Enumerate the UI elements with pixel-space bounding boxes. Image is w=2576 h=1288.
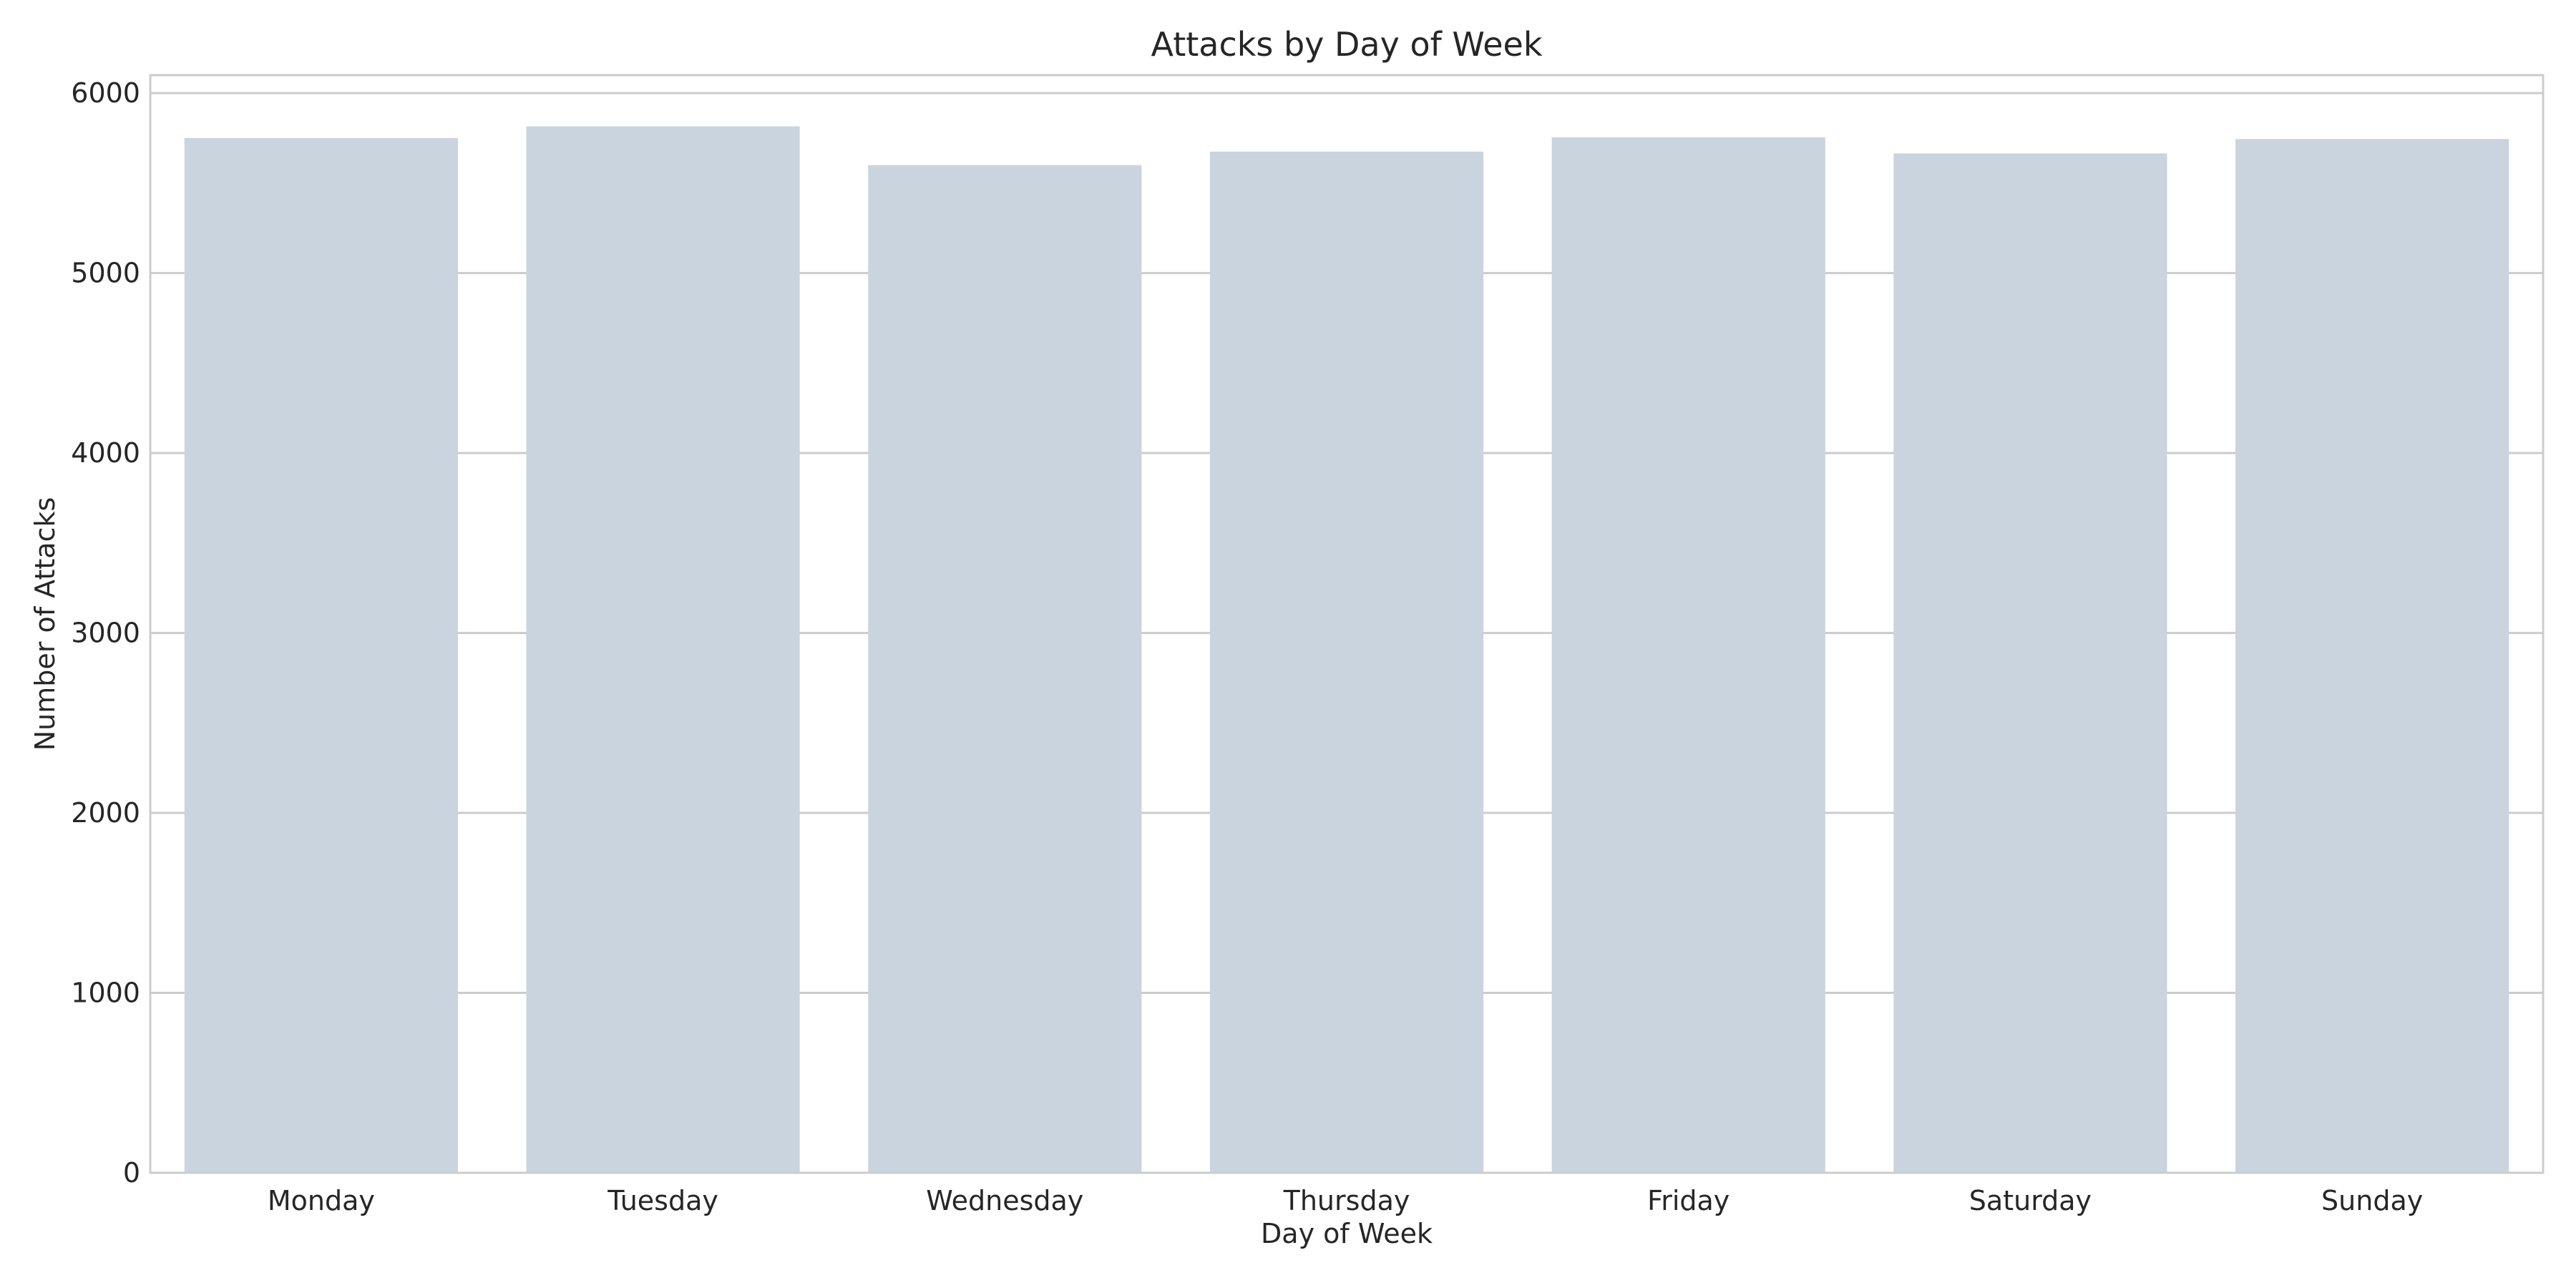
x-tick-label-monday: Monday [268, 1185, 375, 1216]
y-tick-label: 3000 [71, 618, 140, 649]
chart-title: Attacks by Day of Week [1151, 25, 1543, 64]
y-tick-label: 6000 [71, 77, 140, 109]
bar-monday [184, 138, 458, 1174]
y-axis-ticks: 0 1000 2000 3000 4000 5000 6000 [71, 77, 140, 1189]
x-tick-label-sunday: Sunday [2321, 1185, 2423, 1216]
plot-frame [149, 74, 2545, 1174]
y-tick-label: 2000 [71, 797, 140, 829]
y-axis-label: Number of Attacks [29, 497, 61, 751]
x-axis-ticks: Monday Tuesday Wednesday Thursday Friday Satu… [268, 1185, 2423, 1216]
bar-friday [1551, 137, 1825, 1173]
bar-saturday [1893, 153, 2167, 1173]
x-tick-label-friday: Friday [1647, 1185, 1729, 1216]
y-tick-label: 1000 [71, 977, 140, 1009]
x-tick-label-wednesday: Wednesday [926, 1185, 1083, 1216]
y-tick-label: 0 [123, 1157, 140, 1189]
y-tick-label: 4000 [71, 437, 140, 469]
bars [184, 126, 2509, 1174]
bar-wednesday [868, 165, 1142, 1174]
bar-tuesday [526, 126, 800, 1173]
x-tick-label-tuesday: Tuesday [607, 1185, 718, 1216]
bar-sunday [2235, 139, 2509, 1173]
x-axis-label: Day of Week [1261, 1218, 1433, 1249]
x-tick-label-saturday: Saturday [1969, 1185, 2092, 1216]
bar-thursday [1209, 151, 1484, 1173]
x-tick-label-thursday: Thursday [1283, 1185, 1410, 1216]
y-tick-label: 5000 [71, 258, 140, 289]
